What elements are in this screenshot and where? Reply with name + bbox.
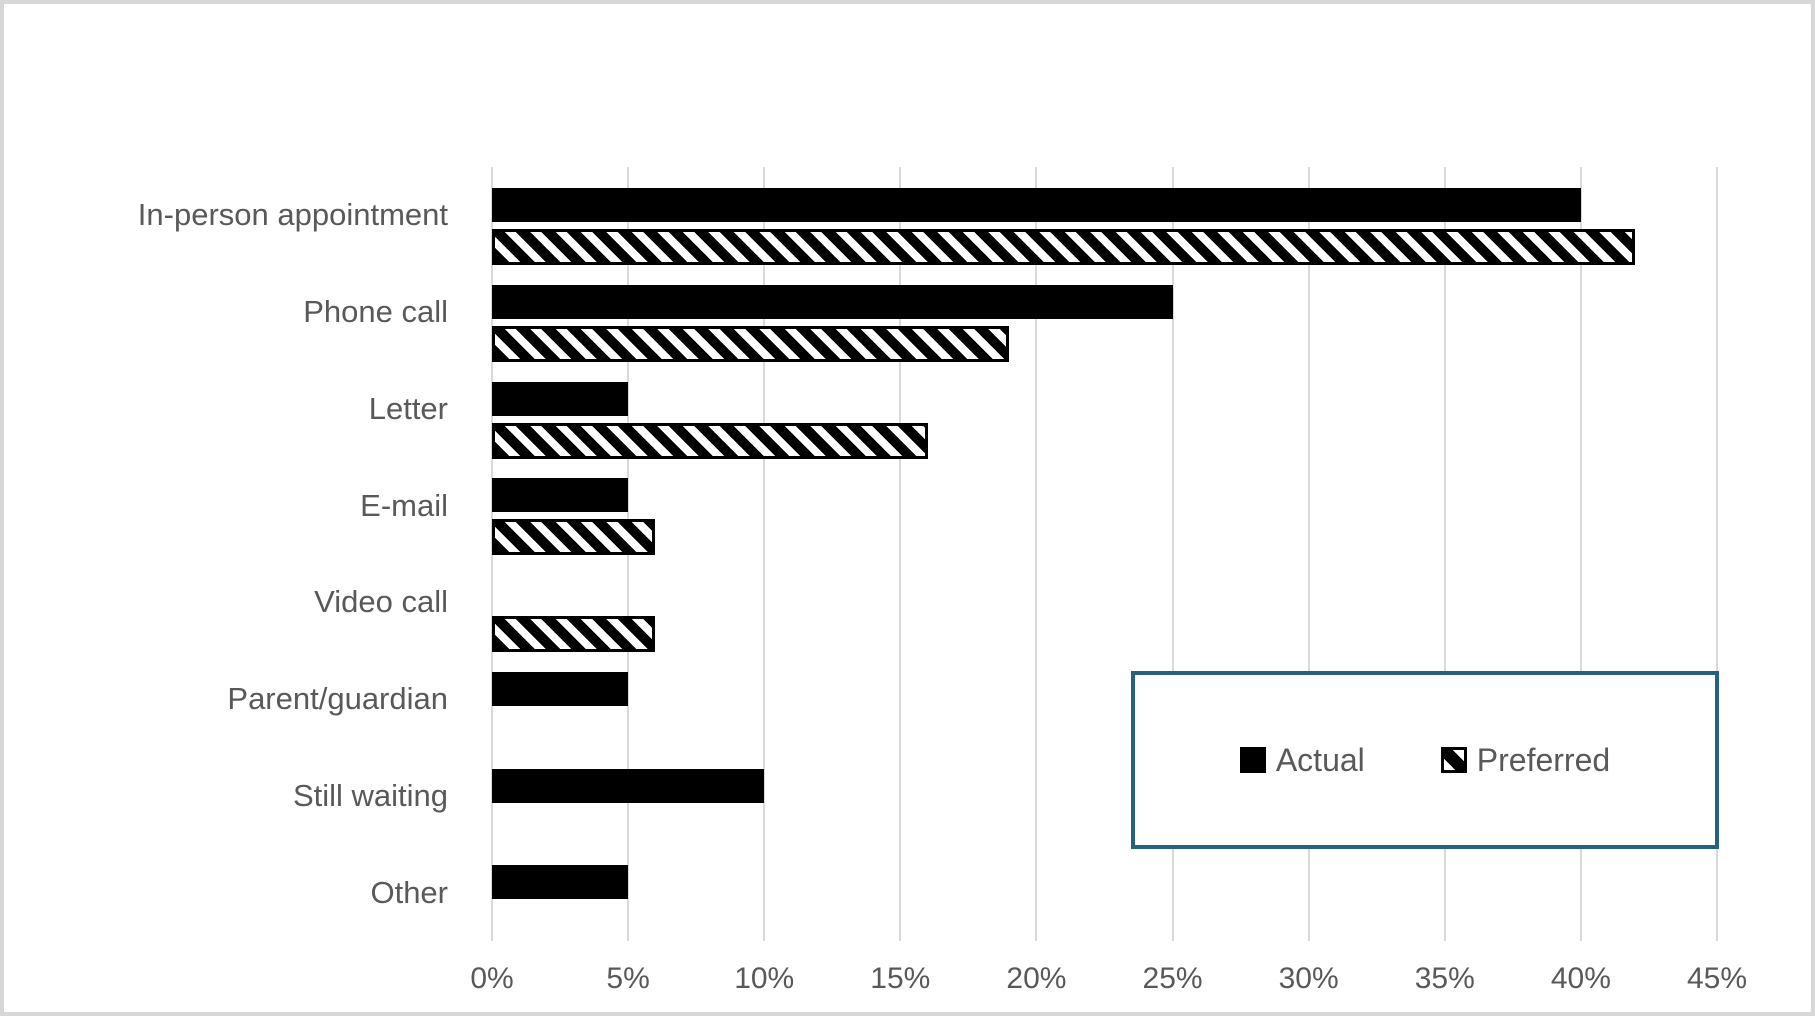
x-tick-label: 30%: [1278, 962, 1339, 995]
legend-item-actual: Actual: [1239, 741, 1365, 779]
preferred-bar: [492, 325, 1010, 362]
legend-box: Actual Preferred: [1131, 671, 1719, 849]
x-tick-label: 15%: [870, 962, 931, 995]
x-tick-label: 5%: [606, 962, 650, 995]
actual-bar: [492, 768, 765, 803]
category-label: E-mail: [360, 487, 448, 523]
category-label: Other: [370, 874, 448, 910]
x-tick-label: 20%: [1006, 962, 1067, 995]
gridline: [1171, 167, 1174, 941]
legend-item-preferred: Preferred: [1440, 741, 1611, 779]
gridline: [899, 167, 902, 941]
x-tick-label: 10%: [734, 962, 795, 995]
actual-swatch-icon: [1239, 747, 1266, 773]
category-label: Still waiting: [292, 777, 448, 813]
preferred-bar: [492, 519, 656, 556]
x-tick-label: 40%: [1550, 962, 1611, 995]
preferred-bar: [492, 422, 928, 459]
gridline: [1307, 167, 1310, 941]
actual-bar: [492, 478, 629, 513]
plot-area: [491, 167, 1718, 941]
x-tick-label: 0%: [470, 962, 514, 995]
actual-bar: [492, 188, 1581, 222]
actual-bar: [492, 671, 629, 706]
category-label: In-person appointment: [137, 197, 448, 233]
gridline: [1716, 167, 1718, 941]
category-label: Phone call: [303, 294, 448, 330]
actual-bar: [492, 284, 1173, 319]
x-tick-label: 25%: [1142, 962, 1203, 995]
gridline: [1035, 167, 1038, 941]
actual-bar: [492, 865, 629, 900]
category-label: Parent/guardian: [227, 681, 448, 717]
gridline: [1443, 167, 1446, 941]
category-label: Video call: [314, 584, 448, 620]
preferred-swatch-icon: [1440, 747, 1467, 773]
x-tick-label: 35%: [1414, 962, 1475, 995]
legend-label-actual: Actual: [1275, 741, 1365, 778]
legend-label-preferred: Preferred: [1476, 741, 1611, 778]
preferred-bar: [492, 229, 1636, 265]
preferred-bar: [492, 616, 656, 652]
category-label: Letter: [368, 390, 448, 426]
actual-bar: [492, 381, 629, 416]
gridline: [763, 167, 766, 941]
x-tick-label: 45%: [1686, 962, 1748, 995]
gridline: [1579, 167, 1582, 941]
